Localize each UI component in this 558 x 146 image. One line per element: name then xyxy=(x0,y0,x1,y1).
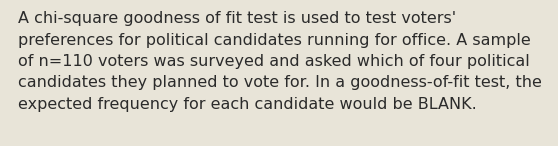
Text: candidates they planned to vote for. In a goodness-of-fit test, the: candidates they planned to vote for. In … xyxy=(18,75,542,91)
Text: of n=110 voters was surveyed and asked which of four political: of n=110 voters was surveyed and asked w… xyxy=(18,54,530,69)
Text: A chi-square goodness of fit test is used to test voters': A chi-square goodness of fit test is use… xyxy=(18,11,456,26)
Text: expected frequency for each candidate would be BLANK.: expected frequency for each candidate wo… xyxy=(18,97,477,112)
Text: preferences for political candidates running for office. A sample: preferences for political candidates run… xyxy=(18,33,531,47)
